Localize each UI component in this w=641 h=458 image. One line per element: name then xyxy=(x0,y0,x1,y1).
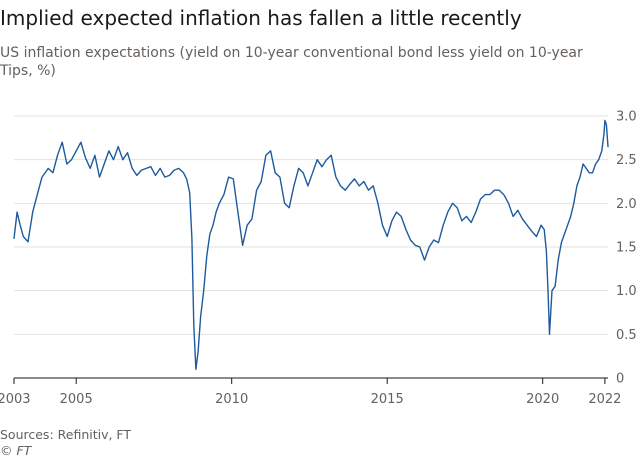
x-tick-label: 2005 xyxy=(60,392,93,407)
line-chart: 0 0.5 1.0 1.5 2.0 2.5 3.0 2003 2005 2010 2015 2020… xyxy=(0,110,637,408)
y-tick-label: 2.5 xyxy=(616,153,637,168)
series-line xyxy=(13,119,609,370)
gridlines xyxy=(14,115,608,335)
x-axis: 2003 2005 2010 2015 2020 2022 xyxy=(0,377,621,407)
y-tick-label: 1.5 xyxy=(616,241,637,256)
x-tick-label: 2015 xyxy=(371,392,404,407)
x-tick-label: 2020 xyxy=(526,392,559,407)
y-axis: 0 0.5 1.0 1.5 2.0 2.5 3.0 xyxy=(616,110,637,387)
x-tick-label: 2022 xyxy=(588,392,621,407)
y-tick-label: 3.0 xyxy=(616,110,637,125)
y-tick-label: 0.5 xyxy=(616,328,637,343)
chart-title: Implied expected inflation has fallen a … xyxy=(0,6,522,30)
x-tick-label: 2003 xyxy=(0,392,31,407)
y-tick-label: 0 xyxy=(616,372,624,387)
source-note: Sources: Refinitiv, FT xyxy=(0,427,132,442)
series-layer xyxy=(13,119,609,370)
chart-subtitle: US inflation expectations (yield on 10-y… xyxy=(0,45,583,79)
y-tick-label: 1.0 xyxy=(616,284,637,299)
x-tick-label: 2010 xyxy=(215,392,248,407)
y-tick-label: 2.0 xyxy=(616,197,637,212)
ft-credit: © FT xyxy=(0,443,32,458)
